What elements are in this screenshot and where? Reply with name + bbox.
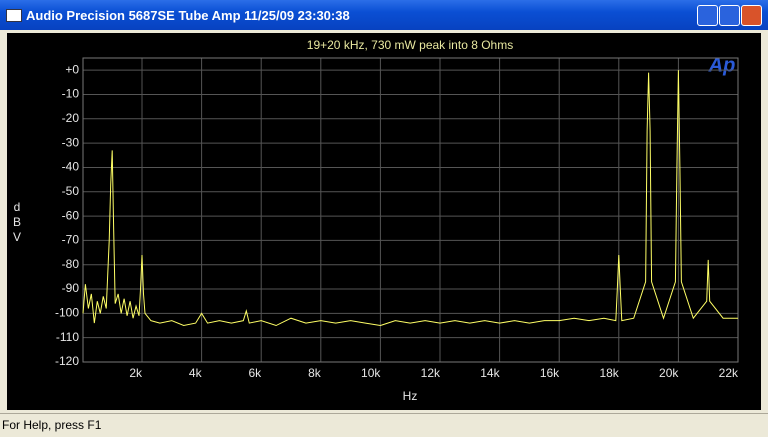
window-title: Audio Precision 5687SE Tube Amp 11/25/09… [26,8,350,23]
y-tick-label: -70 [62,233,80,247]
y-tick-label: -20 [62,111,80,125]
x-tick-label: 14k [480,366,500,380]
y-tick-label: -10 [62,87,80,101]
y-tick-label: -100 [55,306,79,320]
x-tick-label: 20k [659,366,679,380]
y-tick-label: -40 [62,160,80,174]
plot-border [82,57,739,363]
chart-title: 19+20 kHz, 730 mW peak into 8 Ohms [307,38,513,52]
x-tick-label: 4k [189,366,203,380]
y-tick-label: -30 [62,135,80,149]
x-tick-label: 6k [249,366,263,380]
minimize-button[interactable] [697,5,718,26]
x-tick-label: 22k [719,366,739,380]
status-text: For Help, press F1 [2,418,102,432]
x-tick-label: 8k [308,366,322,380]
y-tick-label: -120 [55,354,79,368]
y-tick-label: -90 [62,281,80,295]
spectrum-line [82,70,738,327]
y-tick-label: -80 [62,257,80,271]
y-tick-label: -110 [56,330,79,344]
close-button[interactable] [741,5,762,26]
x-axis-label: Hz [403,389,418,403]
y-tick-label: -50 [62,184,80,198]
title-bar: Audio Precision 5687SE Tube Amp 11/25/09… [0,0,768,30]
y-tick-label: +0 [65,62,79,76]
chart-background [7,33,761,410]
x-tick-label: 2k [129,366,143,380]
x-tick-label: 18k [599,366,619,380]
x-tick-label: 10k [361,366,381,380]
x-tick-label: 12k [421,366,441,380]
status-bar: For Help, press F1 [0,413,768,437]
window-icon [6,9,22,22]
y-tick-label: -60 [62,208,80,222]
x-tick-label: 16k [540,366,560,380]
logo: Ap [708,54,736,76]
maximize-button[interactable] [719,5,740,26]
chart: 19+20 kHz, 730 mW peak into 8 Ohms Ap Hz… [4,30,764,413]
